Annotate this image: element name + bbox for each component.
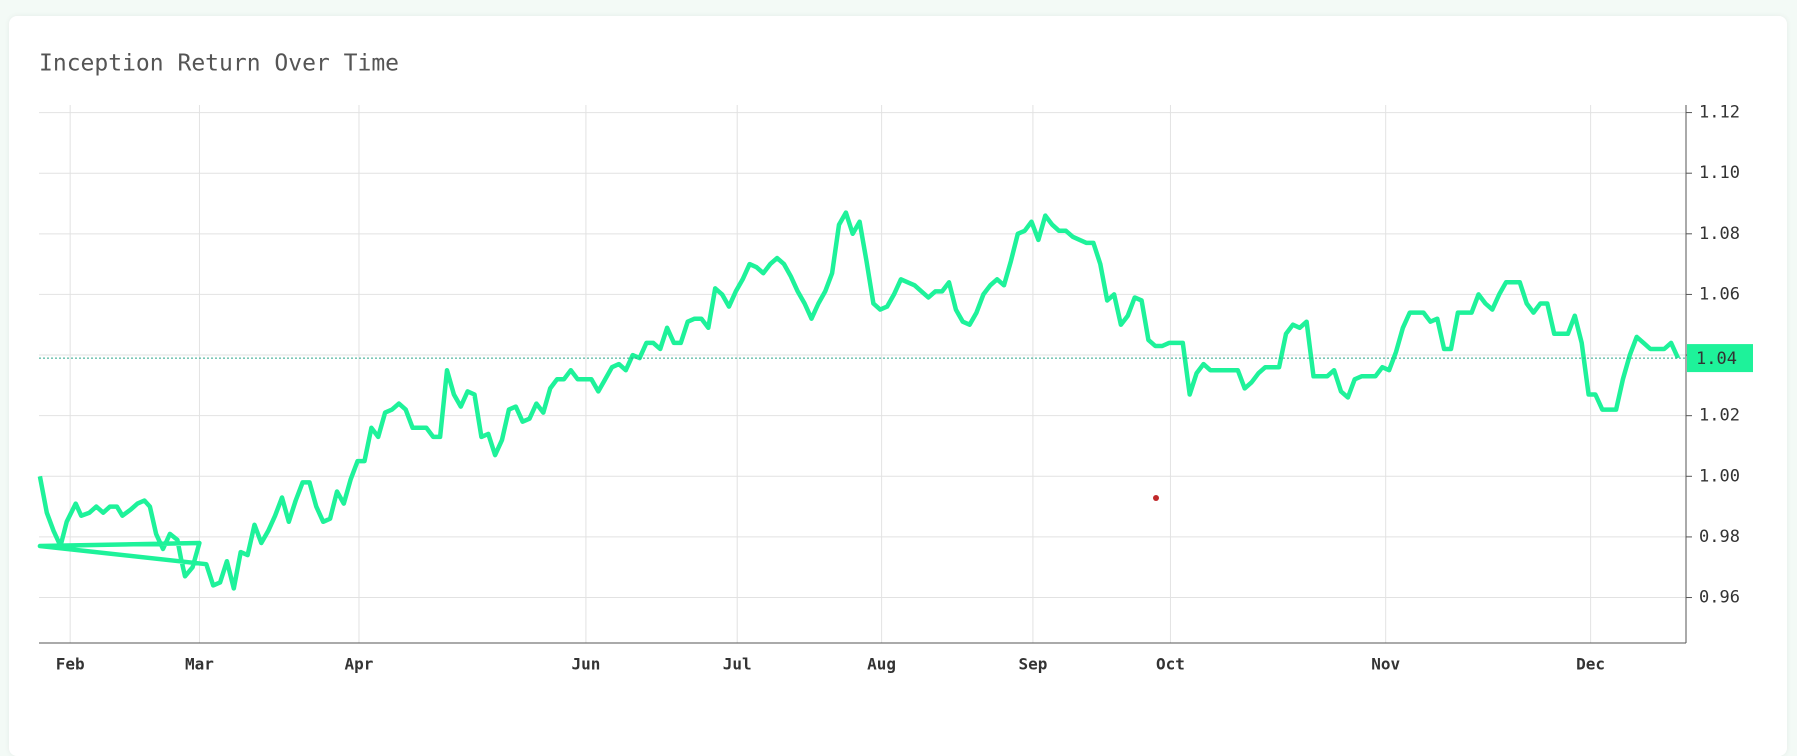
x-tick-label: Apr <box>345 655 374 674</box>
y-tick-label: 1.08 <box>1699 224 1740 244</box>
last-value-badge <box>1687 344 1753 373</box>
x-tick-label: Jul <box>723 655 752 674</box>
x-tick-label: Feb <box>56 655 85 674</box>
y-tick-label: 1.12 <box>1699 103 1740 123</box>
x-tick-label: Oct <box>1156 655 1185 674</box>
y-tick-label: 0.98 <box>1699 527 1740 547</box>
x-tick-label: Sep <box>1018 655 1047 674</box>
x-tick-label: Jun <box>571 655 600 674</box>
chart: Inception Return Over Time 0.96 0.98 1.00 1… <box>37 51 1753 674</box>
y-tick-label: 1.10 <box>1699 163 1740 183</box>
page: Inception Return Over Time 0.96 0.98 1.00 1… <box>9 16 1787 756</box>
x-tick-label: Nov <box>1371 655 1400 674</box>
chart-card <box>9 16 1787 756</box>
data-line <box>37 210 1681 591</box>
chart-title: Inception Return Over Time <box>39 51 399 77</box>
y-tick-label: 0.96 <box>1699 588 1740 608</box>
y-tick-label: 1.06 <box>1699 284 1740 304</box>
marker-dot <box>1153 495 1159 501</box>
y-tick-label: 1.00 <box>1699 466 1740 486</box>
x-tick-label: Mar <box>185 655 214 674</box>
x-tick-label: Dec <box>1576 655 1605 674</box>
y-tick-label: 1.02 <box>1699 406 1740 426</box>
last-value-label: 1.04 <box>1696 349 1737 369</box>
x-tick-label: Aug <box>867 655 896 674</box>
